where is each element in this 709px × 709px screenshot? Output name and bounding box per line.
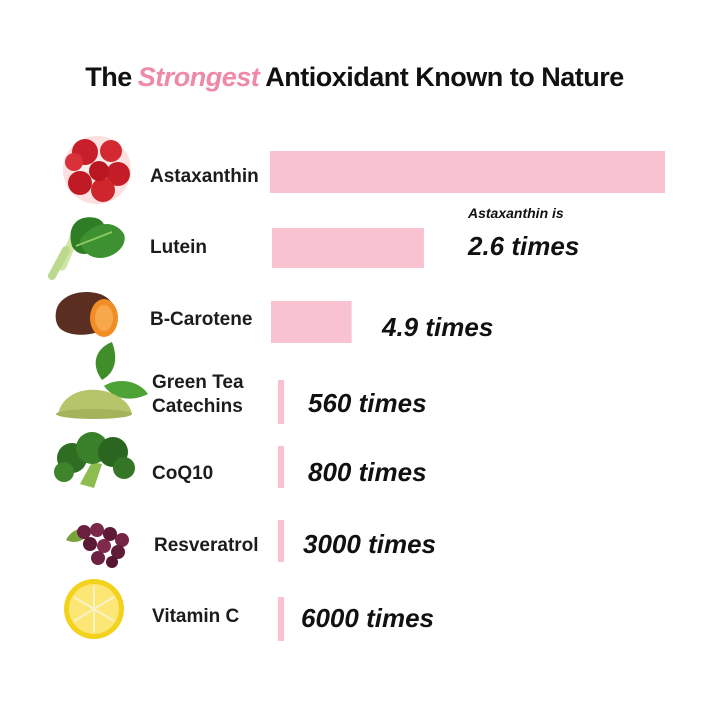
value-label-green-tea: 560 times (308, 388, 427, 418)
green-tea-leaf-icon (56, 342, 148, 419)
value-label-vitamin-c: 6000 times (301, 603, 434, 633)
value-label-resveratrol: 3000 times (303, 529, 436, 559)
value-label-coq10: 800 times (308, 457, 427, 487)
category-label-lutein: Lutein (150, 237, 207, 258)
category-label-green-tea-line-1: Green Tea (152, 372, 244, 393)
bar-green-tea-catechins (278, 380, 284, 424)
title-part-1: The (85, 62, 132, 92)
title-part-3: Antioxidant Known to Nature (265, 62, 624, 92)
broccoli-icon (54, 432, 135, 488)
bar-b-carotene (271, 301, 352, 343)
category-label-b-carotene: B-Carotene (150, 309, 252, 330)
title-accent-word: Strongest (137, 62, 260, 92)
category-label-coq10: CoQ10 (152, 463, 213, 484)
spinach-icon (48, 217, 125, 280)
category-label-green-tea-line-2: Catechins (152, 396, 243, 417)
bar-lutein (272, 228, 424, 268)
annotation-text: Astaxanthin is (467, 205, 564, 221)
red-blood-cells-icon (63, 136, 131, 204)
value-label-b-carotene: 4.9 times (381, 312, 493, 342)
bar-vitamin-c (278, 597, 284, 641)
chart-title: The Strongest Antioxidant Known to Nature (0, 62, 709, 93)
category-label-resveratrol: Resveratrol (154, 535, 259, 556)
bar-group (270, 151, 665, 641)
bar-resveratrol (278, 520, 284, 562)
category-label-green-tea: Green Tea Catechins (152, 372, 249, 417)
grapes-icon (66, 523, 129, 568)
lemon-icon (64, 579, 124, 639)
bar-astaxanthin (270, 151, 665, 193)
sweet-potato-icon (55, 292, 118, 337)
category-label-astaxanthin: Astaxanthin (150, 166, 259, 187)
bar-coq10 (278, 446, 284, 488)
category-label-vitamin-c: Vitamin C (152, 606, 240, 627)
value-label-lutein: 2.6 times (467, 231, 579, 261)
